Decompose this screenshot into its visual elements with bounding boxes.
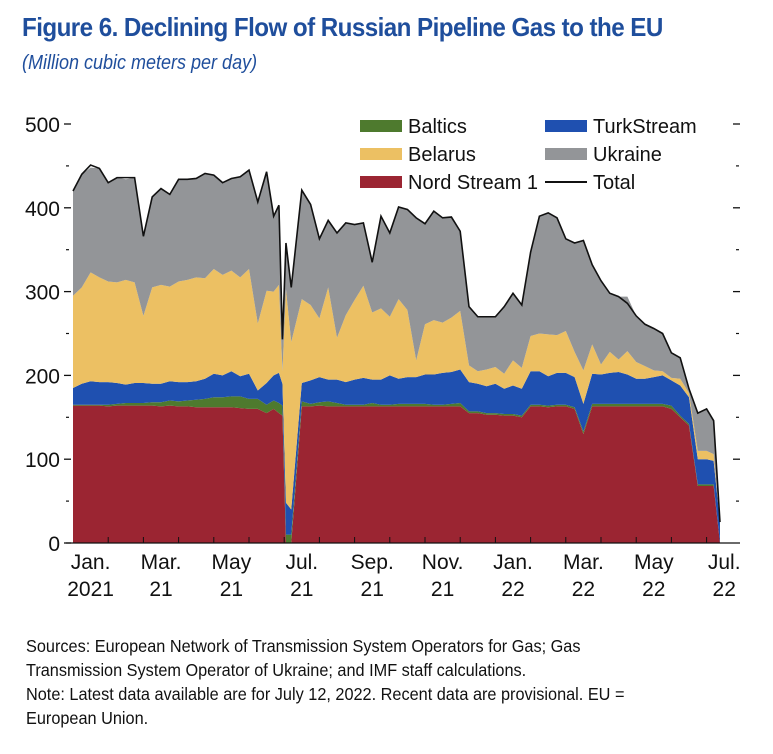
area-turkstream xyxy=(73,369,720,543)
x-tick-label-month: Mar. xyxy=(563,551,604,574)
y-tick-label: 100 xyxy=(25,449,60,472)
y-tick-label: 0 xyxy=(48,533,60,556)
legend-swatch-belarus xyxy=(360,148,402,160)
legend-label-total: Total xyxy=(593,172,635,194)
legend-swatch-nord-stream-1 xyxy=(360,176,402,188)
y-tick-label: 400 xyxy=(25,198,60,221)
legend: Baltics TurkStream Belarus Ukraine Nord Stre… xyxy=(360,116,697,194)
x-tick-label-year: 21 xyxy=(149,578,172,601)
x-tick-label-year: 22 xyxy=(501,578,524,601)
x-tick-label-year: 21 xyxy=(431,578,454,601)
area-layer xyxy=(73,167,720,543)
chart-subtitle: (Million cubic meters per day) xyxy=(22,52,258,74)
note-line-2: European Union. xyxy=(26,708,149,728)
legend-label-belarus: Belarus xyxy=(408,144,476,166)
x-tick-label-year: 22 xyxy=(713,578,736,601)
x-tick-label-month: May xyxy=(212,551,252,574)
x-tick-label-year: 21 xyxy=(220,578,243,601)
axes: 0 100 200 300 400 500 xyxy=(25,114,740,556)
x-tick-label-year: 2021 xyxy=(67,578,114,601)
total-line-layer xyxy=(72,164,721,523)
chart-title: Figure 6. Declining Flow of Russian Pipe… xyxy=(22,12,663,42)
x-tick-label-month: Sep. xyxy=(351,551,394,574)
legend-swatch-baltics xyxy=(360,120,402,132)
x-axis-labels: Jan. 2021 Mar. 21 May 21 Jul. 21 Sep. 21 Nov. 21 Jan… xyxy=(67,551,740,601)
legend-swatch-ukraine xyxy=(545,148,587,160)
legend-label-nord-stream-1: Nord Stream 1 xyxy=(408,172,538,194)
x-tick-label-year: 22 xyxy=(642,578,665,601)
legend-swatch-turkstream xyxy=(545,120,587,132)
x-tick-label-month: Jan. xyxy=(71,551,111,574)
line-total xyxy=(72,164,721,523)
x-tick-label-month: May xyxy=(634,551,674,574)
x-tick-label-year: 21 xyxy=(361,578,384,601)
sources-line-1: Sources: European Network of Transmissio… xyxy=(26,636,581,656)
x-tick-label-month: Mar. xyxy=(141,551,182,574)
y-tick-label: 500 xyxy=(25,114,60,137)
x-tick-label-month: Jul. xyxy=(285,551,318,574)
note-line-1: Note: Latest data available are for July… xyxy=(26,684,625,704)
sources-line-2: Transmission System Operator of Ukraine;… xyxy=(26,660,527,680)
legend-label-turkstream: TurkStream xyxy=(593,116,697,138)
x-tick-label-year: 22 xyxy=(572,578,595,601)
x-tick-label-month: Jan. xyxy=(493,551,533,574)
y-tick-label: 200 xyxy=(25,365,60,388)
x-tick-label-month: Jul. xyxy=(708,551,741,574)
area-belarus xyxy=(73,268,720,523)
stacked-area-chart: 0 100 200 300 400 500 Jan. 2021 Mar. 21 May 21 Jul.… xyxy=(25,114,741,601)
footer-notes: Sources: European Network of Transmissio… xyxy=(26,634,714,730)
x-tick-label-month: Nov. xyxy=(422,551,464,574)
legend-label-ukraine: Ukraine xyxy=(593,144,662,166)
y-tick-label: 300 xyxy=(25,282,60,305)
x-tick-label-year: 21 xyxy=(290,578,313,601)
legend-label-baltics: Baltics xyxy=(408,116,467,138)
area-ukraine xyxy=(73,167,720,523)
area-nord-stream-1 xyxy=(73,405,720,543)
